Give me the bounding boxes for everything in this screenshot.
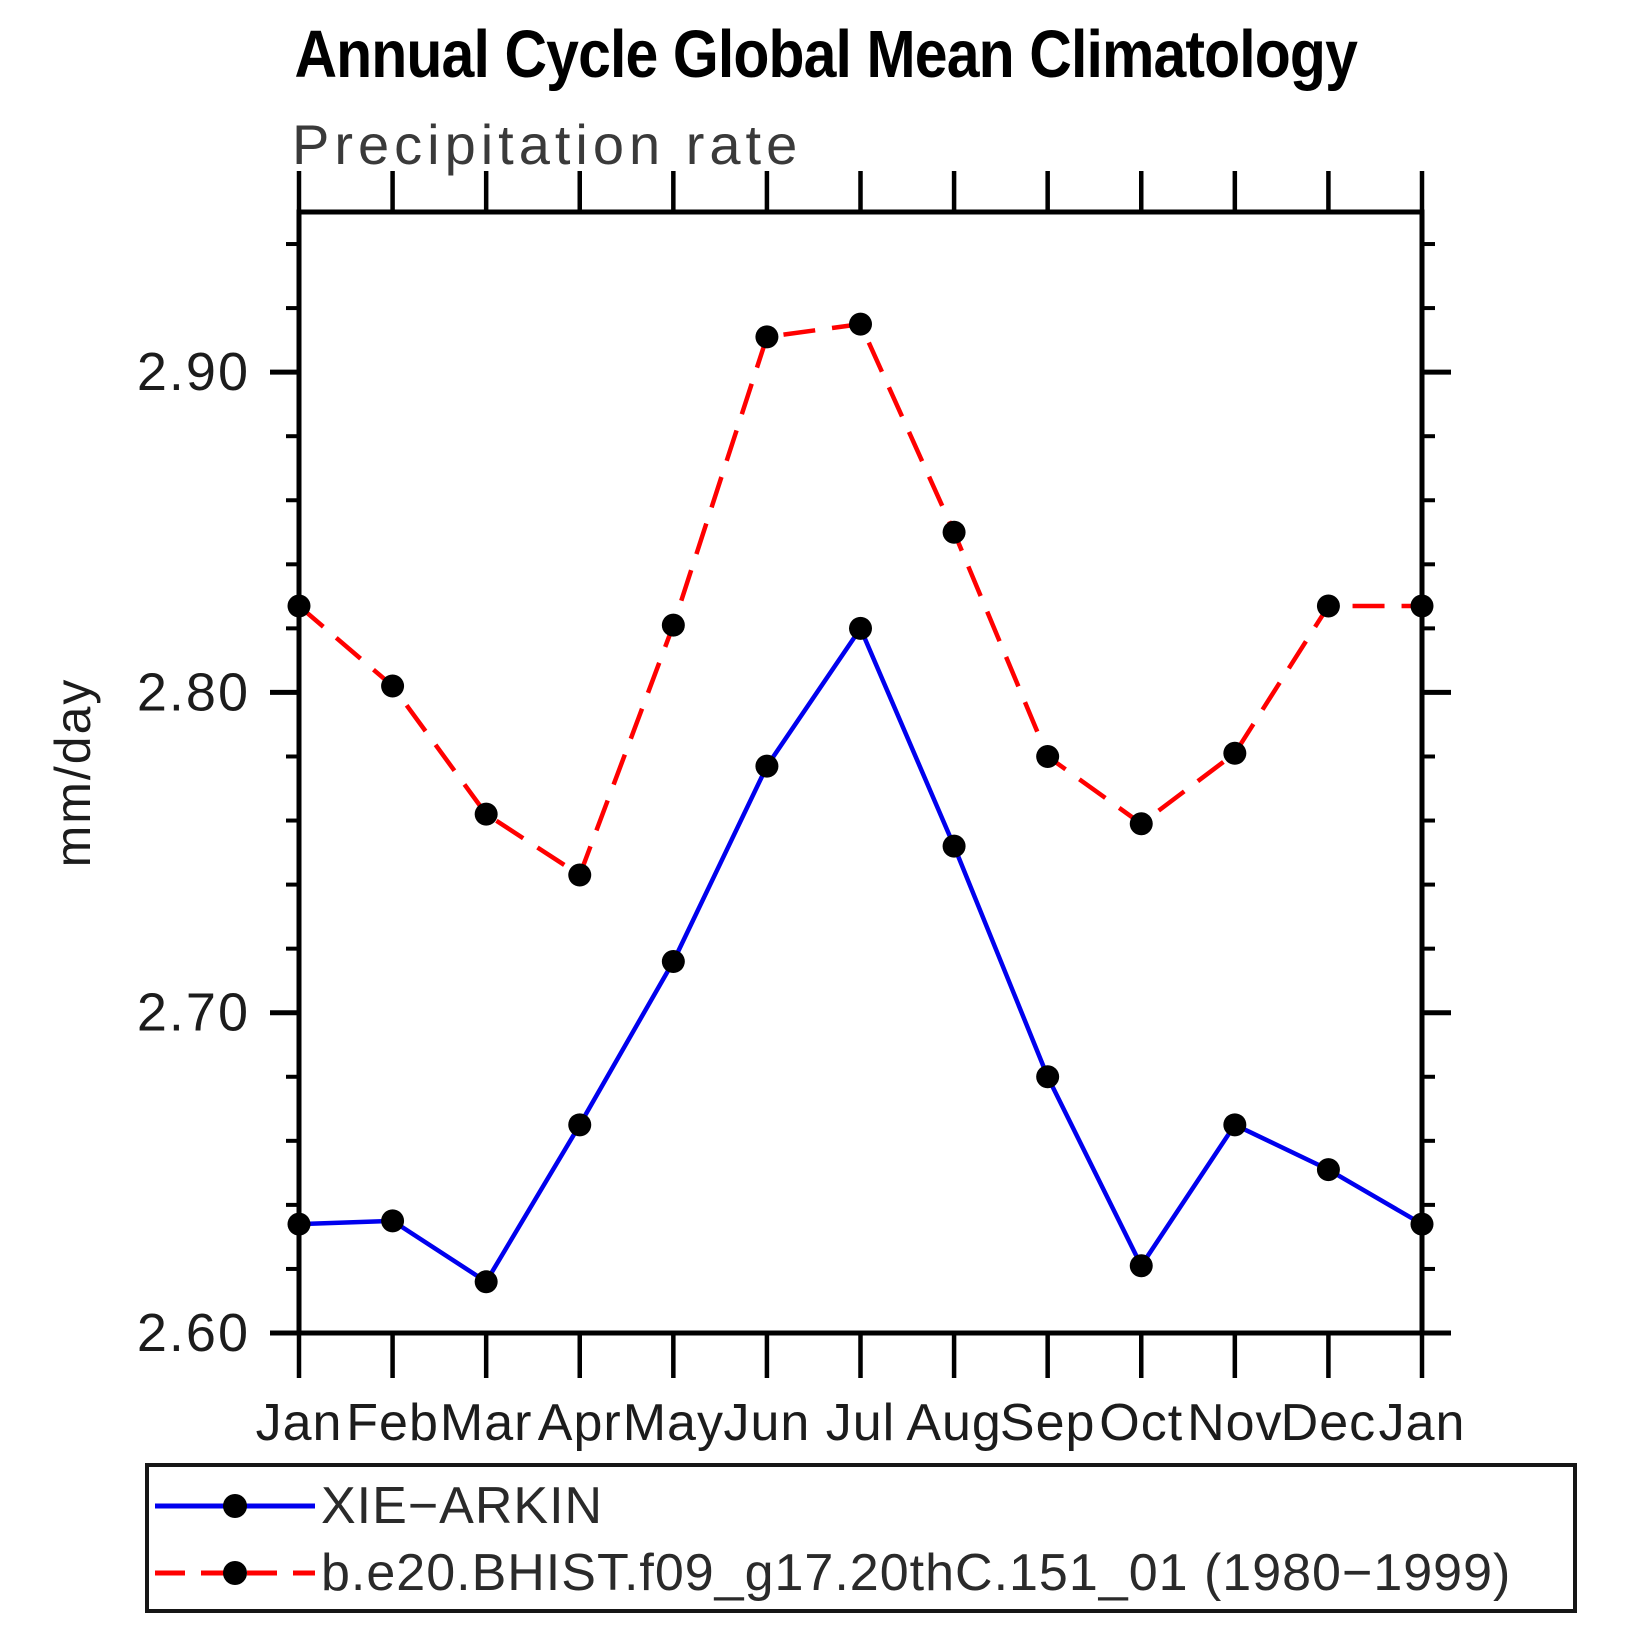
data-point	[1410, 594, 1434, 618]
data-point	[755, 325, 779, 349]
data-point	[287, 594, 311, 618]
data-point	[1129, 1254, 1153, 1278]
data-point	[568, 1113, 592, 1137]
legend-item-model: b.e20.BHIST.f09_g17.20thC.151_01 (1980−1…	[151, 1544, 1511, 1602]
y-tick-label: 2.70	[137, 983, 250, 1043]
legend-item-xie-arkin: XIE−ARKIN	[151, 1477, 603, 1535]
data-point	[1316, 594, 1340, 618]
x-tick-label: Nov	[1187, 1394, 1282, 1452]
x-tick-label: Apr	[538, 1394, 622, 1452]
x-tick-label: Jan	[256, 1394, 343, 1452]
data-point	[381, 1209, 405, 1233]
data-point	[1036, 1065, 1060, 1089]
data-point	[849, 616, 872, 640]
data-point	[568, 863, 592, 887]
data-point	[1410, 1212, 1434, 1236]
x-tick-label: Jan	[1379, 1394, 1466, 1452]
chart-subtitle: Precipitation rate	[292, 113, 803, 176]
x-tick-label: May	[623, 1394, 724, 1452]
legend-sample-line-solid	[155, 1494, 315, 1518]
legend-box: XIE−ARKIN b.e20.BHIST.f09_g17.20thC.151_…	[145, 1463, 1577, 1613]
data-point	[381, 674, 405, 698]
data-point	[661, 613, 685, 637]
data-point	[474, 802, 498, 826]
data-point	[1036, 744, 1060, 768]
x-tick-label: Jul	[826, 1394, 895, 1452]
y-tick-label: 2.90	[137, 342, 250, 402]
data-point	[942, 520, 966, 544]
data-point	[1223, 1113, 1247, 1137]
legend-label-model: b.e20.BHIST.f09_g17.20thC.151_01 (1980−1…	[321, 1544, 1512, 1602]
chart-title: Annual Cycle Global Mean Climatology	[0, 16, 1652, 93]
x-tick-label: Jun	[723, 1394, 810, 1452]
data-point	[287, 1212, 311, 1236]
y-tick-label: 2.80	[137, 662, 250, 722]
series-line-1	[297, 321, 1422, 878]
data-point	[755, 754, 779, 778]
x-tick-label: Oct	[1099, 1394, 1183, 1452]
data-point	[849, 312, 872, 336]
x-tick-label: Feb	[346, 1394, 439, 1452]
plot-frame	[296, 209, 1425, 1336]
y-axis-title: mm/day	[45, 678, 101, 868]
x-tick-label: Aug	[906, 1394, 1002, 1452]
y-tick-label: 2.60	[137, 1303, 250, 1363]
legend-sample-line-dashed	[155, 1561, 315, 1585]
x-tick-label: Sep	[1000, 1394, 1096, 1452]
x-tick-label: Dec	[1281, 1394, 1376, 1452]
chart-title-text: Annual Cycle Global Mean Climatology	[294, 17, 1358, 92]
data-point	[474, 1270, 498, 1294]
data-point	[1129, 812, 1153, 836]
legend-label-xie-arkin: XIE−ARKIN	[321, 1477, 604, 1535]
data-point	[942, 834, 966, 858]
data-point	[661, 949, 685, 973]
x-tick-label: Mar	[440, 1394, 533, 1452]
data-point	[1316, 1158, 1340, 1182]
data-point	[1223, 741, 1247, 765]
